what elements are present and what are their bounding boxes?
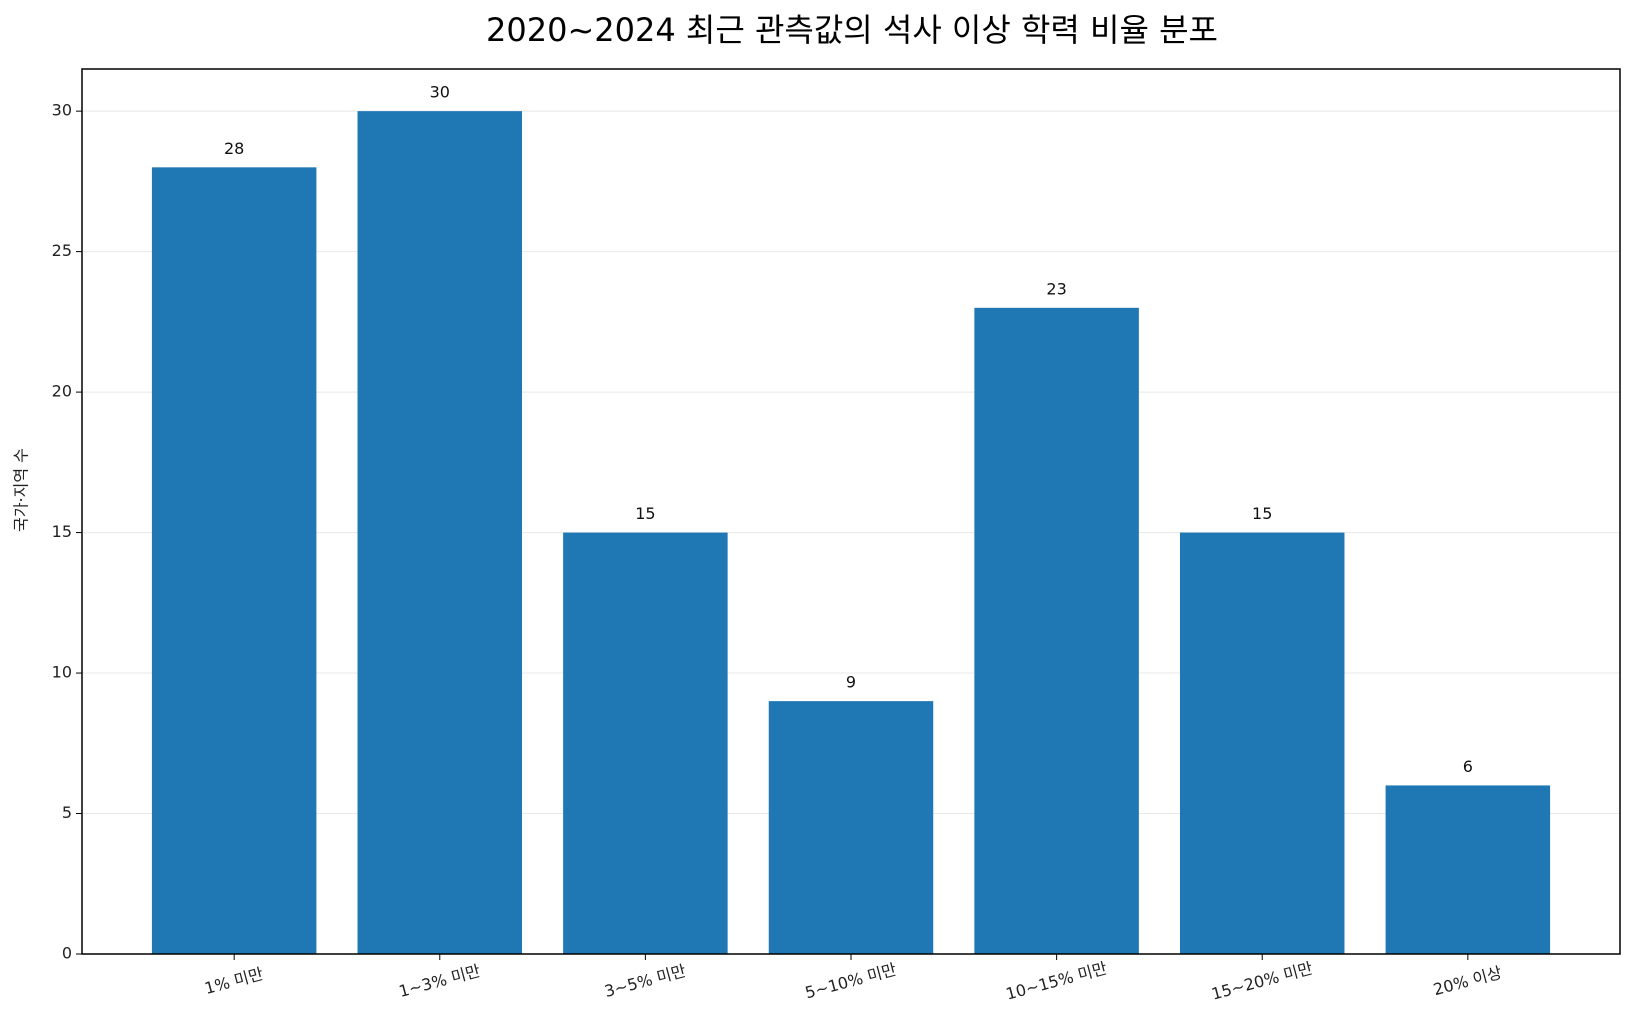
y-tick-label: 15	[52, 522, 72, 541]
y-tick-label: 25	[52, 241, 72, 260]
y-tick-label: 10	[52, 663, 72, 682]
chart-title: 2020~2024 최근 관측값의 석사 이상 학력 비율 분포	[486, 11, 1218, 49]
x-tick-label: 20% 이상	[1431, 963, 1504, 1000]
value-label: 15	[1252, 504, 1272, 523]
plot-frame	[81, 68, 1621, 955]
value-label: 28	[224, 139, 244, 158]
value-label: 23	[1046, 279, 1066, 298]
x-tick-label: 15~20% 미만	[1209, 958, 1315, 1003]
bar	[974, 307, 1139, 954]
y-tick-label: 5	[62, 803, 72, 822]
x-tick-label: 5~10% 미만	[803, 960, 899, 1003]
bar	[563, 532, 728, 954]
x-tick-label: 1~3% 미만	[397, 961, 483, 1001]
bar	[151, 167, 317, 955]
x-tick-label: 3~5% 미만	[602, 961, 688, 1001]
y-axis-label: 국가·지역 수	[12, 448, 31, 532]
bar	[357, 111, 523, 954]
x-tick-label: 10~15% 미만	[1004, 958, 1110, 1003]
bar	[1179, 532, 1345, 954]
x-tick-label: 1% 미만	[202, 964, 265, 998]
value-label: 6	[1463, 757, 1473, 776]
y-tick-label: 30	[52, 101, 72, 120]
bar	[768, 701, 934, 954]
y-tick-label: 0	[62, 944, 72, 963]
bar	[1385, 785, 1551, 954]
value-label: 9	[846, 673, 856, 692]
y-tick-label: 20	[52, 382, 72, 401]
value-label: 15	[635, 504, 655, 523]
value-label: 30	[430, 83, 450, 102]
